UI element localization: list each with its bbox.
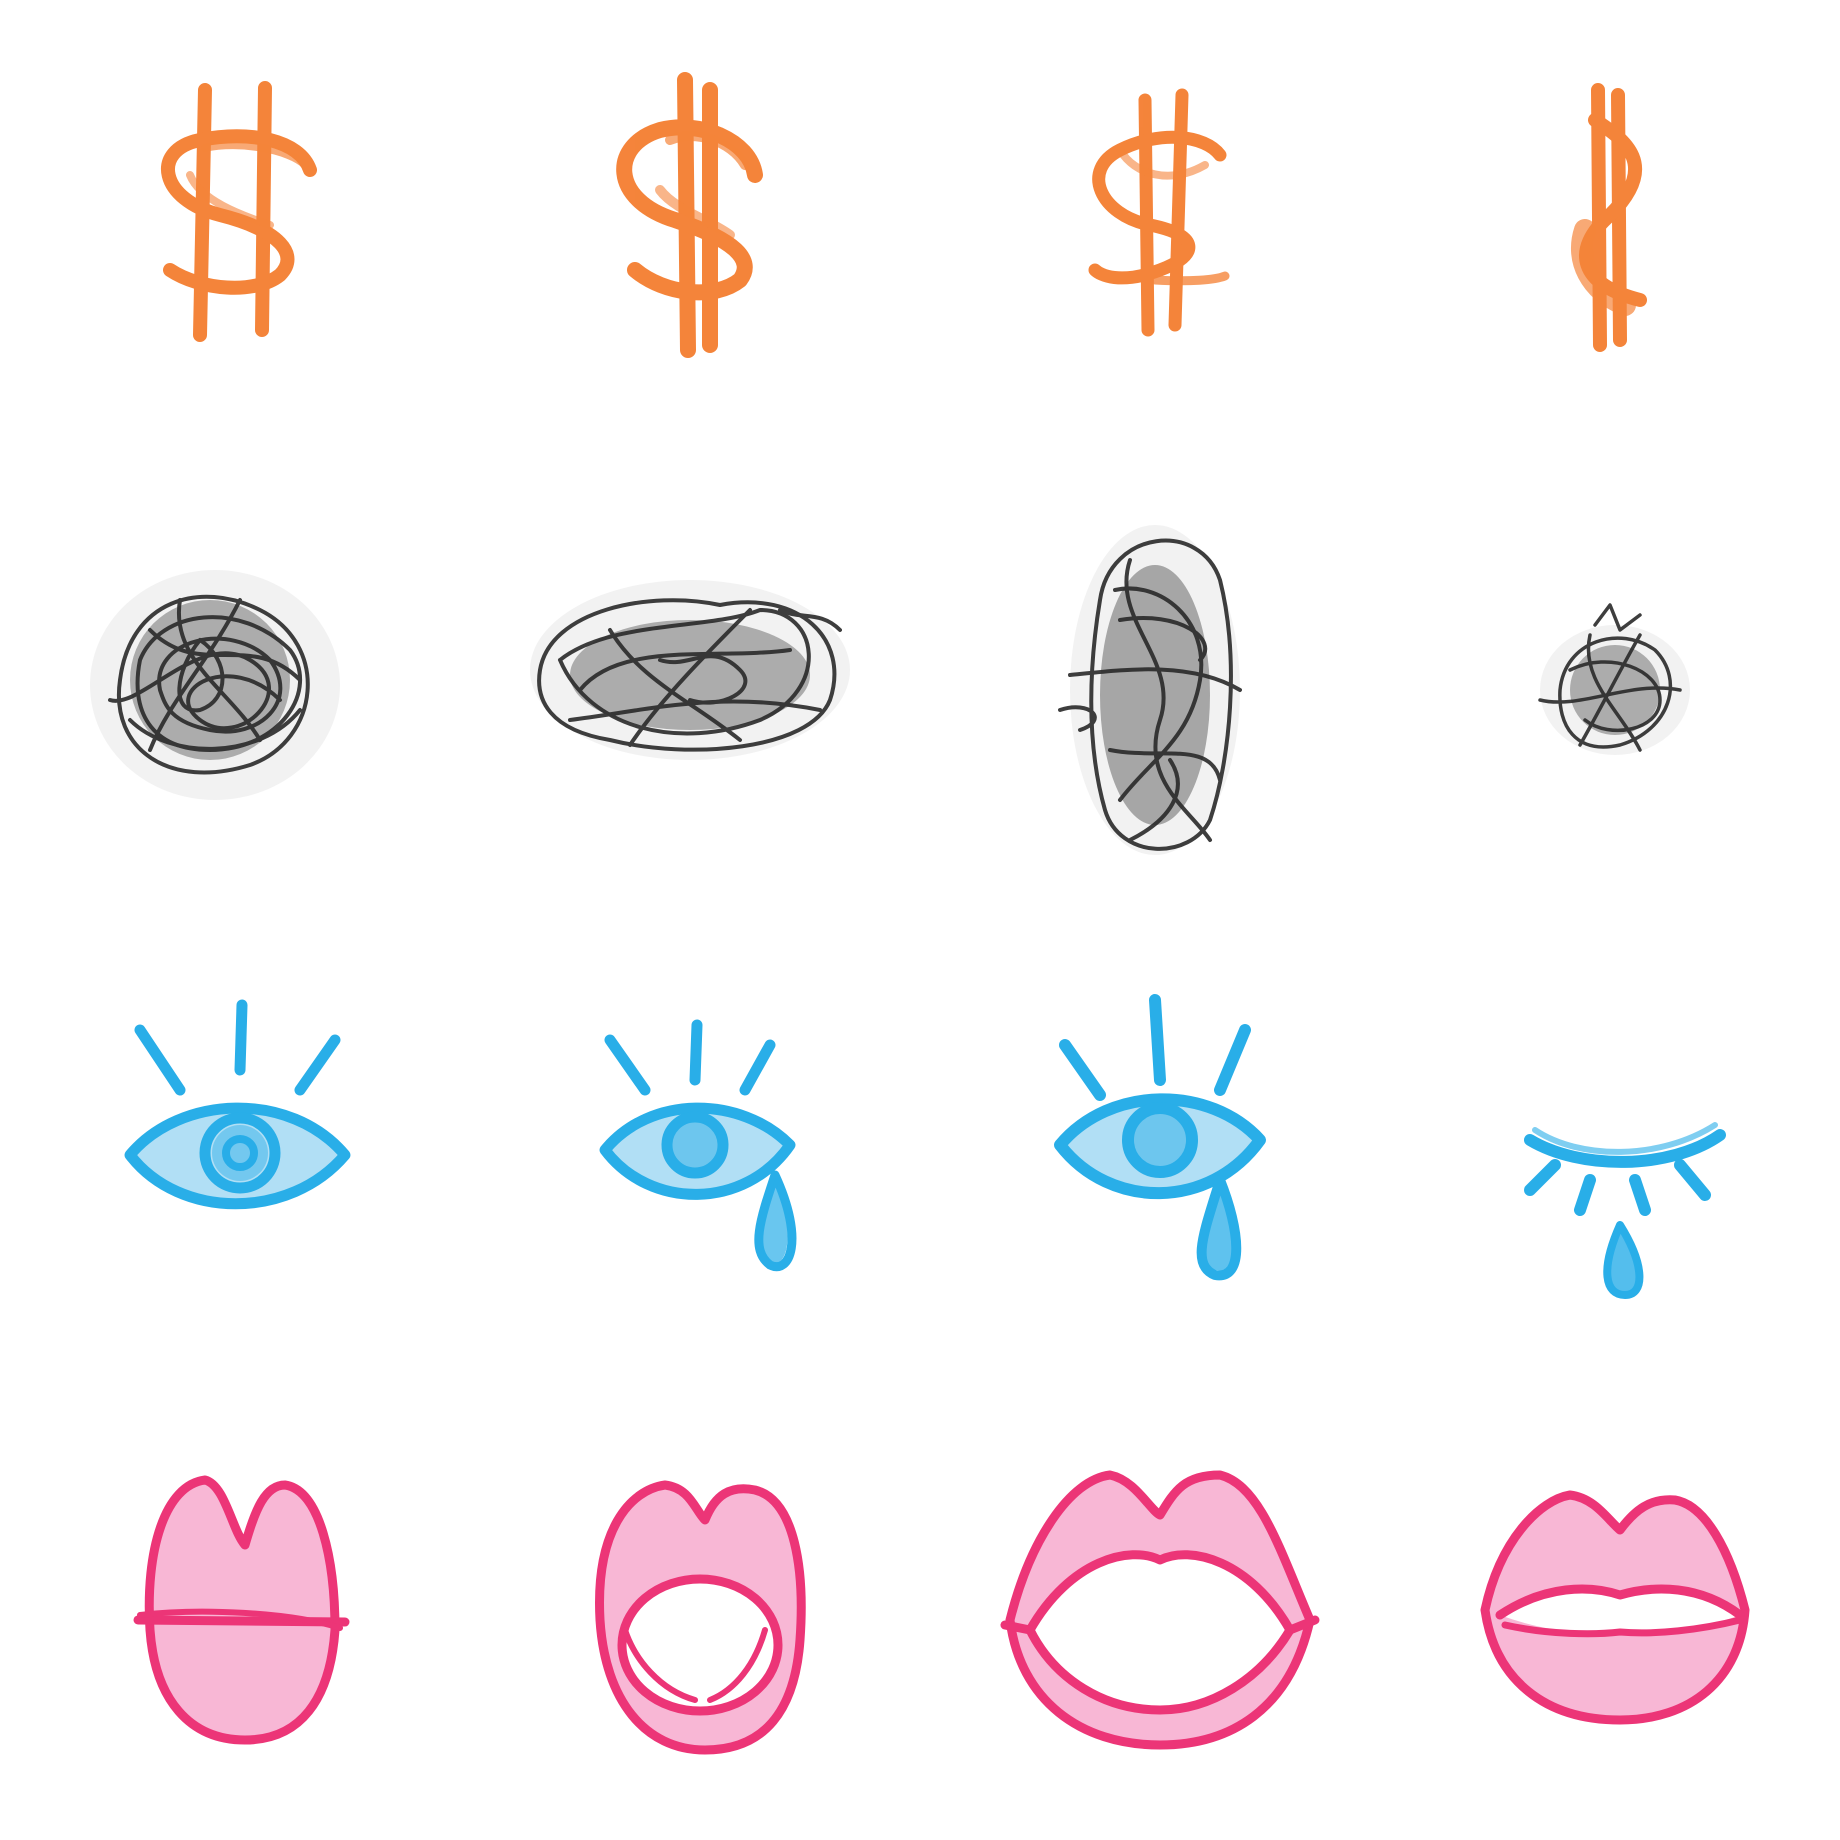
scribble-3	[920, 460, 1380, 920]
lips-icon	[1480, 1490, 1750, 1725]
scribble-4	[1380, 460, 1840, 920]
eye-2	[460, 920, 920, 1380]
scribble-1	[0, 460, 460, 920]
lips-icon	[133, 1475, 350, 1745]
scribble-icon	[90, 570, 340, 800]
mouth-1	[0, 1380, 460, 1840]
dollar-sign-4	[1380, 0, 1840, 460]
dollar-sign-icon	[616, 72, 763, 358]
eye-1	[0, 920, 460, 1380]
eye-icon	[1054, 994, 1266, 1281]
dollar-sign-icon	[161, 81, 317, 342]
mouth-4	[1380, 1380, 1840, 1840]
dollar-sign-icon	[1571, 83, 1647, 352]
dollar-sign-3	[920, 0, 1380, 460]
dollar-sign-icon	[1088, 88, 1230, 337]
eye-4	[1380, 920, 1840, 1380]
eye-icon	[124, 999, 351, 1210]
eye-3	[920, 920, 1380, 1380]
mouth-2	[460, 1380, 920, 1840]
eye-icon	[599, 1019, 797, 1272]
scribble-icon	[1058, 525, 1242, 855]
dollar-sign-2	[460, 0, 920, 460]
eye-icon	[1524, 1122, 1726, 1299]
scribble-icon	[1538, 603, 1690, 755]
lips-icon	[1000, 1470, 1320, 1750]
dollar-sign-1	[0, 0, 460, 460]
lips-icon	[595, 1480, 806, 1755]
mouth-3	[920, 1380, 1380, 1840]
scribble-2	[460, 460, 920, 920]
scribble-icon	[530, 580, 850, 760]
